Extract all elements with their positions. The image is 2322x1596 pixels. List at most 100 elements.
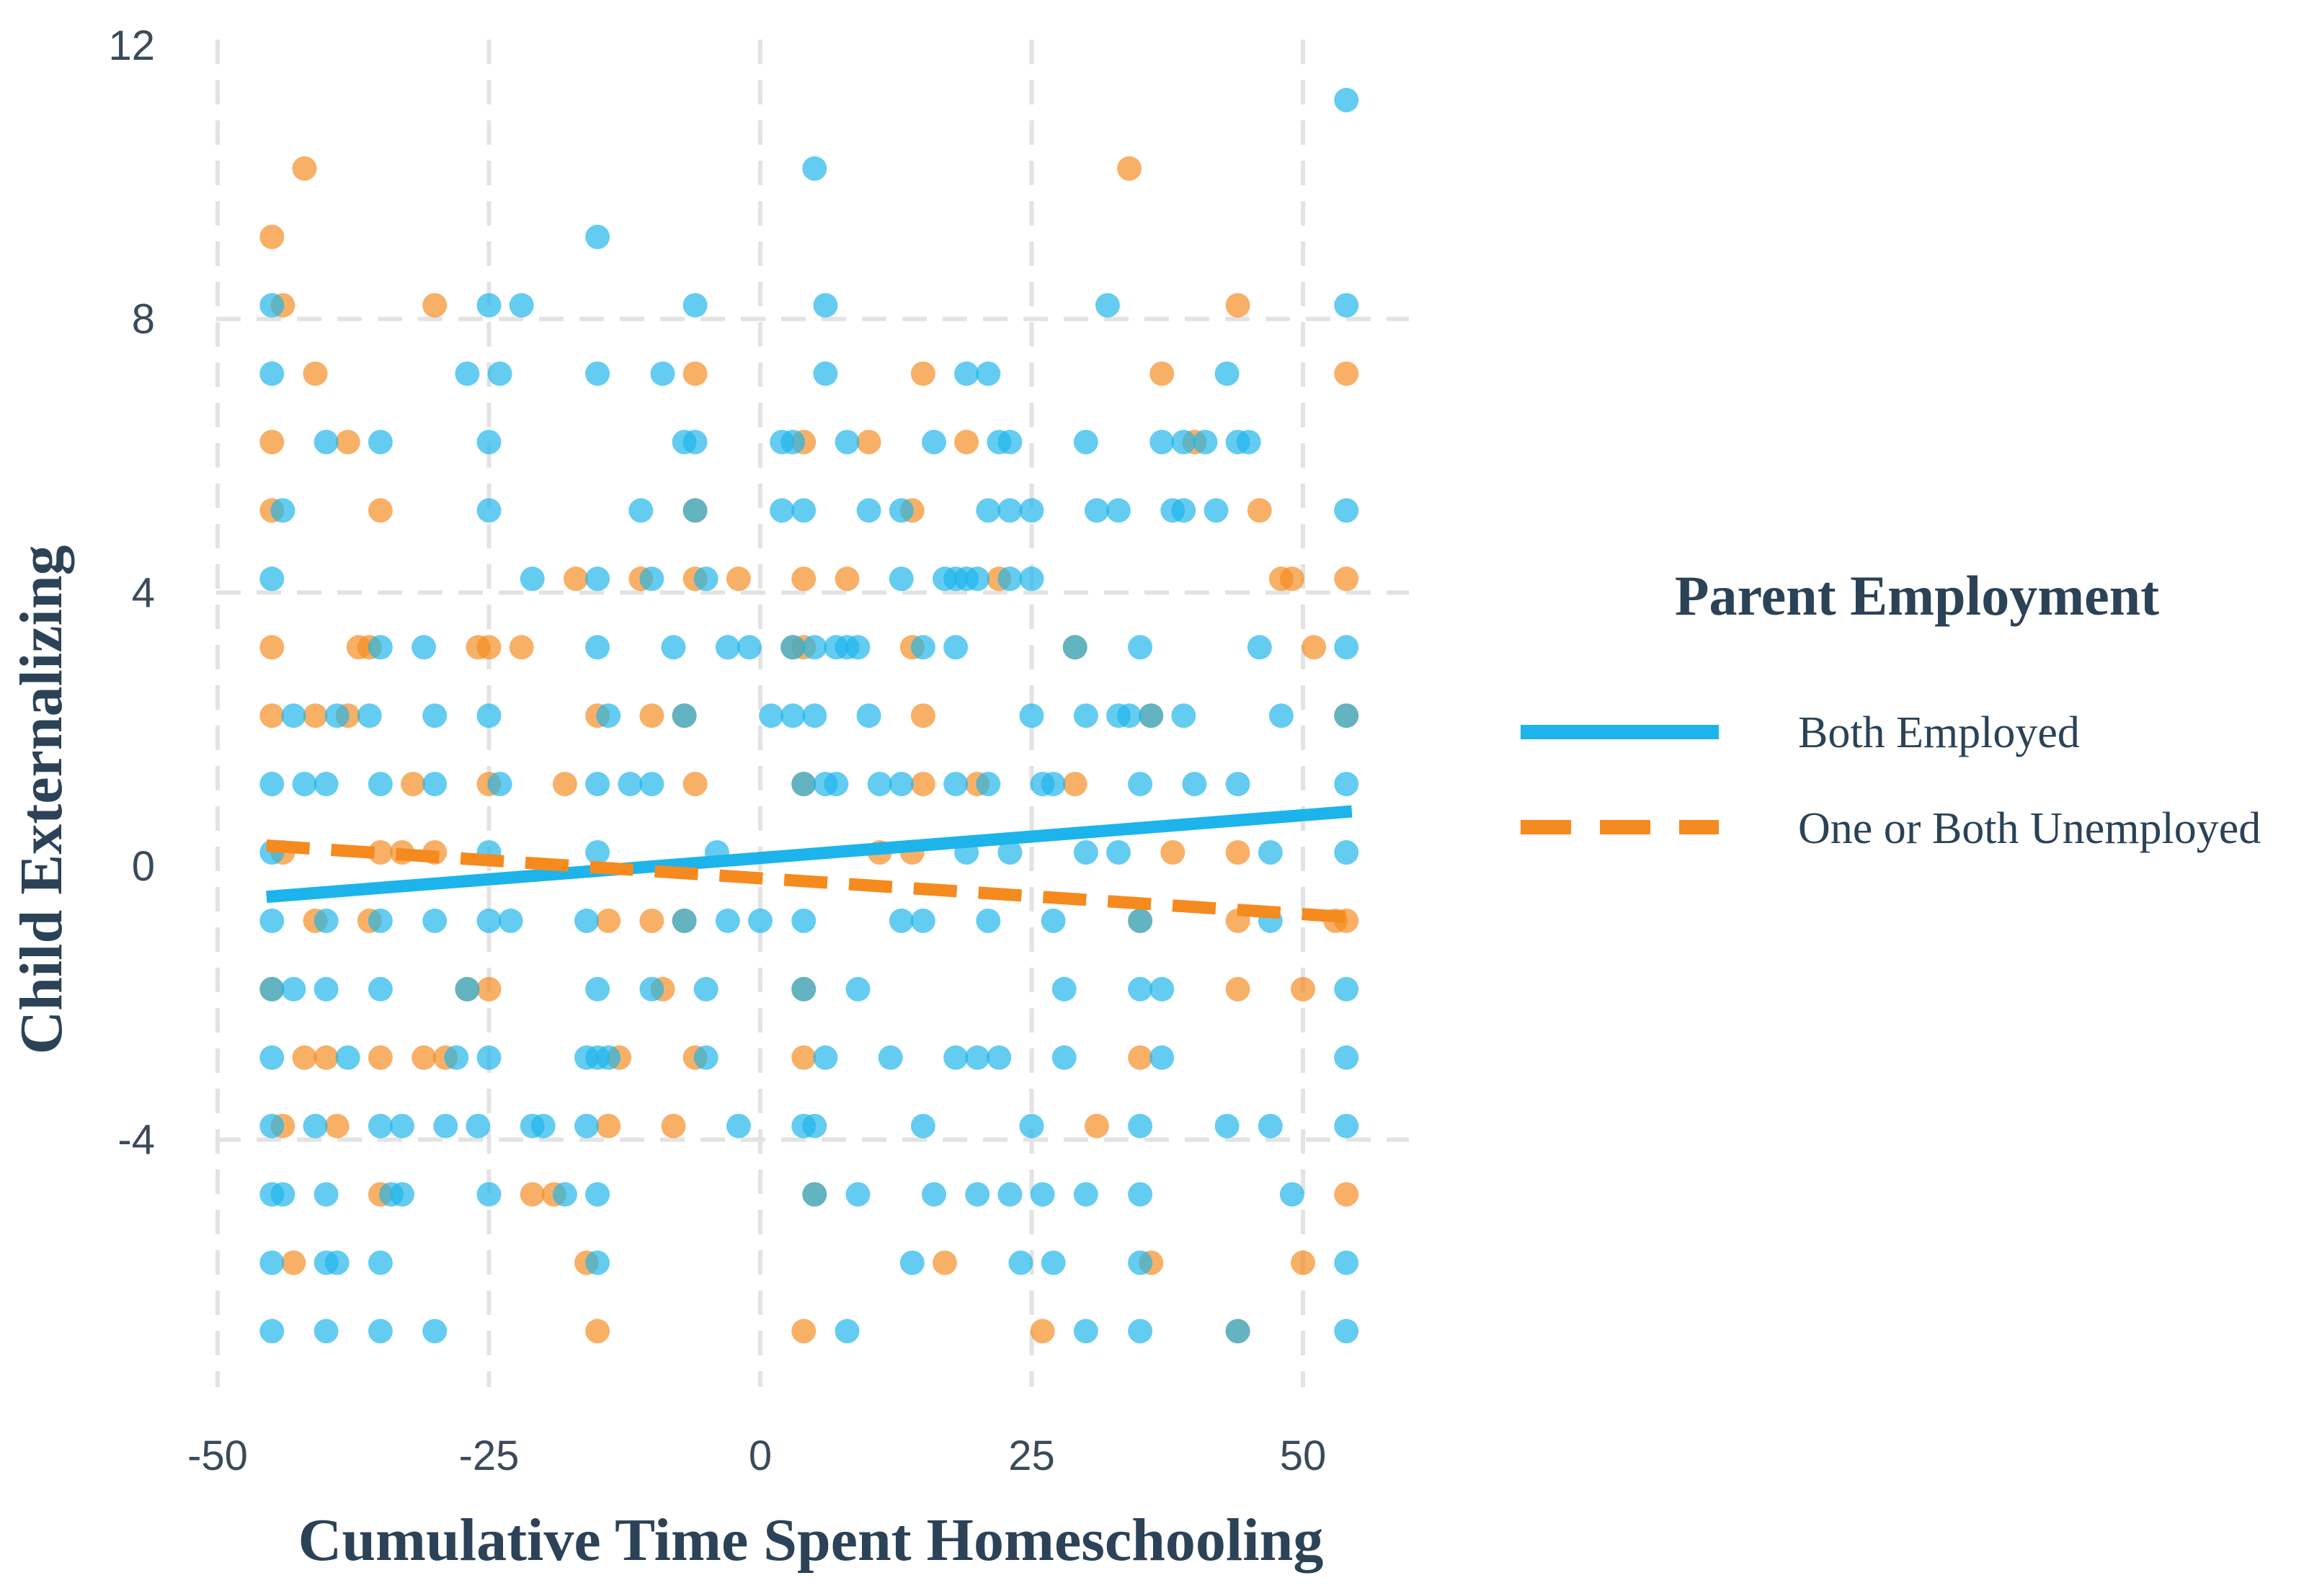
point-both-employed <box>368 772 393 797</box>
point-unemployed <box>552 772 577 797</box>
point-both-employed <box>1268 703 1294 728</box>
point-both-employed <box>390 1182 414 1207</box>
point-both-employed <box>259 293 285 318</box>
point-both-employed <box>368 1250 393 1275</box>
point-unemployed <box>791 566 817 592</box>
point-both-employed <box>1171 703 1196 728</box>
point-both-employed <box>1214 1113 1240 1138</box>
x-tick-label: 0 <box>749 1432 772 1479</box>
point-both-employed <box>585 361 610 386</box>
point-unemployed <box>292 156 317 181</box>
point-both-employed <box>585 1250 610 1275</box>
point-both-employed <box>1334 976 1359 1002</box>
point-both-employed <box>1193 429 1218 455</box>
point-both-employed <box>357 703 382 728</box>
point-both-employed <box>943 772 969 797</box>
point-both-employed <box>618 772 643 797</box>
point-both-employed <box>845 1182 871 1207</box>
point-unemployed <box>954 429 979 455</box>
point-both-employed <box>976 908 1001 933</box>
point-both-employed <box>780 429 806 455</box>
point-both-employed <box>476 429 502 455</box>
point-unemployed <box>1149 361 1175 386</box>
point-both-employed <box>1051 1045 1077 1070</box>
point-both-employed <box>585 772 610 797</box>
point-both-employed <box>1030 1182 1055 1207</box>
y-tick-labels: -4 0 4 8 12 <box>108 22 155 1164</box>
point-both-employed <box>976 772 1001 797</box>
point-both-employed <box>422 703 448 728</box>
point-both-employed <box>759 703 784 728</box>
point-unemployed <box>281 1250 306 1275</box>
point-unemployed <box>292 1045 317 1070</box>
point-both-employed <box>922 429 946 455</box>
point-both-employed <box>1073 1319 1098 1344</box>
point-both-employed <box>466 1113 491 1138</box>
point-unemployed <box>639 703 664 728</box>
x-axis-title: Cumulative Time Spent Homeschooling <box>298 1507 1324 1574</box>
point-both-employed <box>672 703 697 728</box>
point-both-employed <box>259 1250 285 1275</box>
point-unemployed <box>259 635 285 660</box>
point-both-employed <box>1106 498 1131 523</box>
point-both-employed <box>726 1113 751 1138</box>
point-both-employed <box>878 1045 903 1070</box>
point-both-employed <box>889 498 914 523</box>
point-both-employed <box>1334 498 1359 523</box>
point-unemployed <box>661 1113 686 1138</box>
x-tick-label: 25 <box>1008 1432 1055 1479</box>
point-both-employed <box>1019 566 1044 592</box>
point-both-employed <box>845 976 871 1002</box>
point-unemployed <box>1160 840 1186 865</box>
point-unemployed <box>910 703 935 728</box>
legend: Parent Employment Both Employed One or B… <box>1521 564 2261 853</box>
point-both-employed <box>997 498 1023 523</box>
y-tick-label: 0 <box>132 843 155 890</box>
legend-label-unemployed: One or Both Unemployed <box>1798 804 2261 853</box>
point-both-employed <box>867 772 892 797</box>
point-both-employed <box>1062 635 1087 660</box>
point-both-employed <box>313 429 339 455</box>
point-both-employed <box>574 908 599 933</box>
point-both-employed <box>780 703 806 728</box>
point-unemployed <box>1334 361 1359 386</box>
point-both-employed <box>585 224 610 249</box>
point-both-employed <box>498 908 523 933</box>
point-both-employed <box>889 566 914 592</box>
point-both-employed <box>997 840 1023 865</box>
point-both-employed <box>910 908 935 933</box>
point-both-employed <box>259 976 285 1002</box>
point-both-employed <box>628 498 654 523</box>
point-both-employed <box>1334 1113 1359 1138</box>
point-unemployed <box>835 566 860 592</box>
point-both-employed <box>422 1319 448 1344</box>
point-unemployed <box>476 976 502 1002</box>
point-both-employed <box>965 1182 990 1207</box>
point-unemployed <box>1291 1250 1315 1275</box>
point-both-employed <box>802 703 827 728</box>
x-tick-labels: -50 -25 0 25 50 <box>187 1432 1326 1479</box>
point-both-employed <box>1334 1250 1359 1275</box>
point-unemployed <box>933 1250 957 1275</box>
point-unemployed <box>564 566 588 592</box>
point-unemployed <box>368 498 393 523</box>
point-both-employed <box>476 1182 502 1207</box>
legend-label-both-employed: Both Employed <box>1798 708 2080 757</box>
point-both-employed <box>824 772 849 797</box>
point-unemployed <box>1062 772 1087 797</box>
point-unemployed <box>1225 840 1250 865</box>
point-both-employed <box>368 635 393 660</box>
point-both-employed <box>259 566 285 592</box>
fit-line-unemployed <box>266 839 1353 924</box>
point-both-employed <box>1019 1113 1044 1138</box>
point-both-employed <box>856 498 881 523</box>
point-unemployed <box>259 224 285 249</box>
point-both-employed <box>455 976 480 1002</box>
point-both-employed <box>368 908 393 933</box>
point-unemployed <box>1302 635 1327 660</box>
point-both-employed <box>976 498 1001 523</box>
point-both-employed <box>835 1319 860 1344</box>
point-both-employed <box>585 976 610 1002</box>
point-both-employed <box>574 1113 599 1138</box>
